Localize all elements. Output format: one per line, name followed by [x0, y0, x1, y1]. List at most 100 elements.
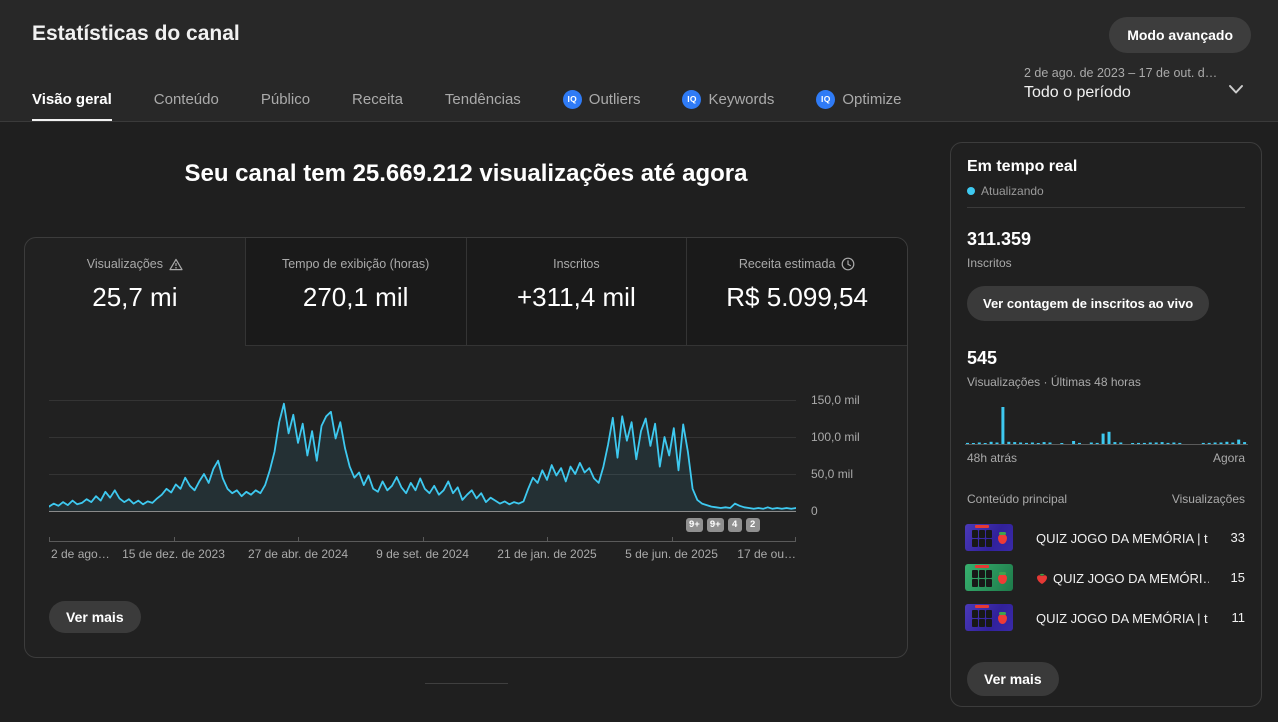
metric-card-receita-estimada[interactable]: Receita estimada R$ 5.099,54 — [687, 238, 907, 346]
x-axis-tick — [671, 537, 673, 541]
metric-label: Inscritos — [553, 257, 600, 271]
video-views-count: 11 — [1231, 610, 1246, 625]
tab-label: Visão geral — [32, 90, 112, 108]
top-content-row[interactable]: QUIZ JOGO DA MEMÓRIA | t… 33 — [951, 518, 1261, 558]
x-axis-tick — [298, 537, 299, 541]
header: Estatísticas do canal Modo avançado 2 de… — [0, 0, 1278, 122]
gridline-150k — [49, 400, 796, 401]
metric-card-tempo-de-exibicao-horas[interactable]: Tempo de exibição (horas) 270,1 mil — [245, 238, 467, 346]
top-content-row[interactable]: QUIZ JOGO DA MEMÓRIA | t… 11 — [951, 598, 1261, 638]
tab-label: Tendências — [444, 90, 521, 108]
video-title: QUIZ JOGO DA MEMÓRI… — [1036, 558, 1209, 598]
tab-publico[interactable]: Público — [261, 77, 310, 121]
realtime-see-more-button[interactable]: Ver mais — [967, 662, 1059, 696]
tab-bar: Visão geral Conteúdo Público Receita Tendênc… — [32, 77, 902, 121]
realtime-bar-chart — [966, 407, 1247, 444]
metric-value: +311,4 mil — [516, 282, 636, 312]
realtime-axis — [965, 444, 1248, 445]
scroll-hint-divider — [425, 683, 508, 684]
tab-keywords[interactable]: IQ Keywords — [682, 77, 774, 121]
y-axis-label: 50,0 mil — [811, 467, 854, 481]
y-axis-label: 150,0 mil — [811, 393, 860, 407]
updating-label: Atualizando — [981, 184, 1044, 198]
x-axis-tick — [795, 537, 796, 541]
tab-label: Público — [260, 90, 311, 108]
advanced-mode-button[interactable]: Modo avançado — [1109, 17, 1251, 53]
video-thumbnail — [965, 564, 1013, 591]
x-axis-label: 21 de jan. de 2025 — [497, 547, 597, 561]
video-upload-badge[interactable]: 4 — [727, 518, 742, 532]
upload-badge-row: 9+ 9+ 4 2 — [686, 518, 760, 532]
see-more-button[interactable]: Ver mais — [49, 601, 141, 633]
x-axis-tick — [173, 537, 175, 541]
realtime-card: Em tempo real Atualizando 311.359 Inscri… — [950, 142, 1262, 707]
x-axis-label: 2 de ago… — [51, 547, 110, 561]
x-axis-label: 15 de dez. de 2023 — [122, 547, 225, 561]
x-axis-tick — [49, 537, 50, 541]
period-label: Todo o período — [1024, 84, 1131, 101]
x-axis-tick — [547, 537, 548, 541]
top-content-header: Conteúdo principal — [967, 492, 1068, 506]
live-dot-icon — [967, 187, 975, 195]
tab-label: Keywords — [708, 90, 775, 108]
realtime-status: Atualizando — [967, 184, 1044, 198]
top-content-list: QUIZ JOGO DA MEMÓRIA | t… 33 QUIZ JOGO DA … — [951, 518, 1261, 638]
time-left-label: 48h atrás — [967, 451, 1018, 465]
video-title: QUIZ JOGO DA MEMÓRIA | t… — [1036, 530, 1209, 546]
tab-receita[interactable]: Receita — [352, 77, 403, 121]
video-thumbnail — [965, 524, 1013, 551]
y-axis-label: 100,0 mil — [811, 430, 860, 444]
video-upload-badge[interactable]: 2 — [745, 518, 760, 532]
video-thumbnail — [965, 604, 1013, 631]
views-line-chart[interactable] — [49, 389, 796, 513]
video-upload-badge[interactable]: 9+ — [706, 518, 724, 532]
metric-value: 270,1 mil — [302, 282, 409, 312]
video-views-count: 15 — [1230, 570, 1245, 585]
x-axis-label: 9 de set. de 2024 — [376, 547, 469, 561]
metric-card-inscritos[interactable]: Inscritos +311,4 mil — [466, 238, 688, 346]
date-range-picker[interactable]: 2 de ago. de 2023 – 17 de out. d… Todo o… — [1024, 66, 1217, 102]
time-right-label: Agora — [1212, 451, 1245, 465]
chevron-down-icon[interactable] — [1228, 84, 1244, 95]
clock-icon — [841, 257, 855, 271]
tab-outliers[interactable]: IQ Outliers — [562, 77, 641, 121]
realtime-views-label: Visualizações · Últimas 48 horas — [967, 375, 1141, 389]
y-axis-label: 0 — [811, 504, 818, 518]
x-axis-tick — [422, 537, 424, 541]
video-views-count: 33 — [1230, 530, 1245, 545]
vidiq-icon: IQ — [562, 89, 582, 109]
metric-label: Tempo de exibição (horas) — [281, 257, 430, 271]
date-range-label: 2 de ago. de 2023 – 17 de out. d… — [1024, 66, 1218, 80]
gridline-100k — [49, 437, 796, 438]
tab-label: Outliers — [588, 90, 641, 108]
x-axis-label: 27 de abr. de 2024 — [247, 547, 349, 561]
realtime-title: Em tempo real — [967, 158, 1078, 175]
video-upload-badge[interactable]: 9+ — [686, 518, 703, 532]
x-axis-label: 17 de ou… — [737, 547, 796, 561]
x-axis — [49, 537, 796, 542]
channel-views-headline: Seu canal tem 25.669.212 visualizações a… — [184, 160, 748, 187]
tab-tendencias[interactable]: Tendências — [445, 77, 521, 121]
tab-label: Optimize — [842, 90, 902, 108]
metric-label: Receita estimada — [739, 257, 856, 271]
tab-conteudo[interactable]: Conteúdo — [154, 77, 219, 121]
warning-icon — [169, 258, 183, 271]
metric-value: R$ 5.099,54 — [726, 282, 868, 312]
realtime-views-count: 545 — [967, 348, 998, 368]
metric-card-row: Visualizações 25,7 mi Tempo de exibição (h… — [25, 238, 907, 346]
strawberry-icon — [1036, 572, 1048, 585]
views-column-header: Visualizações — [1171, 492, 1245, 506]
tab-visao-geral[interactable]: Visão geral — [32, 77, 112, 121]
gridline-zero — [49, 511, 796, 512]
metric-value: 25,7 mi — [92, 282, 178, 312]
subscriber-label: Inscritos — [967, 256, 1012, 270]
live-subscriber-count-button[interactable]: Ver contagem de inscritos ao vivo — [967, 286, 1210, 321]
page-title: Estatísticas do canal — [32, 22, 240, 45]
top-content-row[interactable]: QUIZ JOGO DA MEMÓRI… 15 — [951, 558, 1261, 598]
vidiq-icon: IQ — [816, 89, 836, 109]
metric-card-visualizacoes[interactable]: Visualizações 25,7 mi — [25, 238, 246, 346]
tab-optimize[interactable]: IQ Optimize — [816, 77, 902, 121]
tab-label: Conteúdo — [153, 90, 219, 108]
metric-label: Visualizações — [87, 257, 183, 271]
vidiq-icon: IQ — [682, 89, 702, 109]
